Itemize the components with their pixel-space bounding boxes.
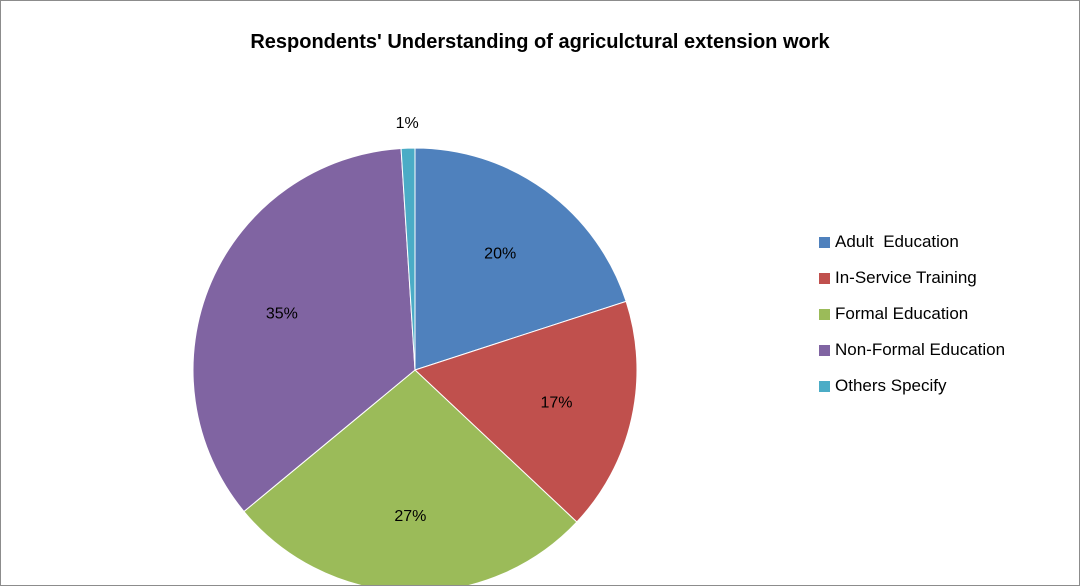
data-label-4: 35%: [266, 305, 298, 322]
legend-swatch: [819, 308, 830, 320]
legend-swatch: [819, 344, 830, 356]
legend: Adult Education In-Service Training Formal…: [819, 224, 1005, 404]
pie-slice-4: [192, 147, 416, 513]
pie-slice-1: [414, 147, 627, 371]
legend-swatch: [819, 236, 830, 248]
legend-item: Non-Formal Education: [819, 332, 1005, 368]
legend-item: Others Specify: [819, 368, 1005, 404]
legend-label: Adult Education: [835, 232, 959, 251]
data-label-5: 1%: [396, 115, 419, 132]
legend-label: Non-Formal Education: [835, 340, 1006, 359]
chart-title: Respondents' Understanding of agriculctu…: [250, 31, 830, 53]
legend-item: Adult Education: [819, 224, 1005, 260]
pie-slice-5: [400, 147, 416, 371]
legend-label: Formal Education: [835, 304, 969, 323]
data-label-3: 27%: [394, 508, 426, 525]
legend-label: Others Specify: [835, 376, 947, 395]
legend-label: In-Service Training: [835, 268, 977, 287]
pie-slice-2: [414, 300, 638, 523]
legend-item: In-Service Training: [819, 260, 1005, 296]
legend-swatch: [819, 272, 830, 284]
data-label-1: 20%: [484, 246, 516, 263]
data-label-2: 17%: [540, 395, 572, 412]
legend-item: Formal Education: [819, 296, 1005, 332]
legend-swatch: [819, 380, 830, 392]
pie-slice-3: [243, 369, 578, 585]
